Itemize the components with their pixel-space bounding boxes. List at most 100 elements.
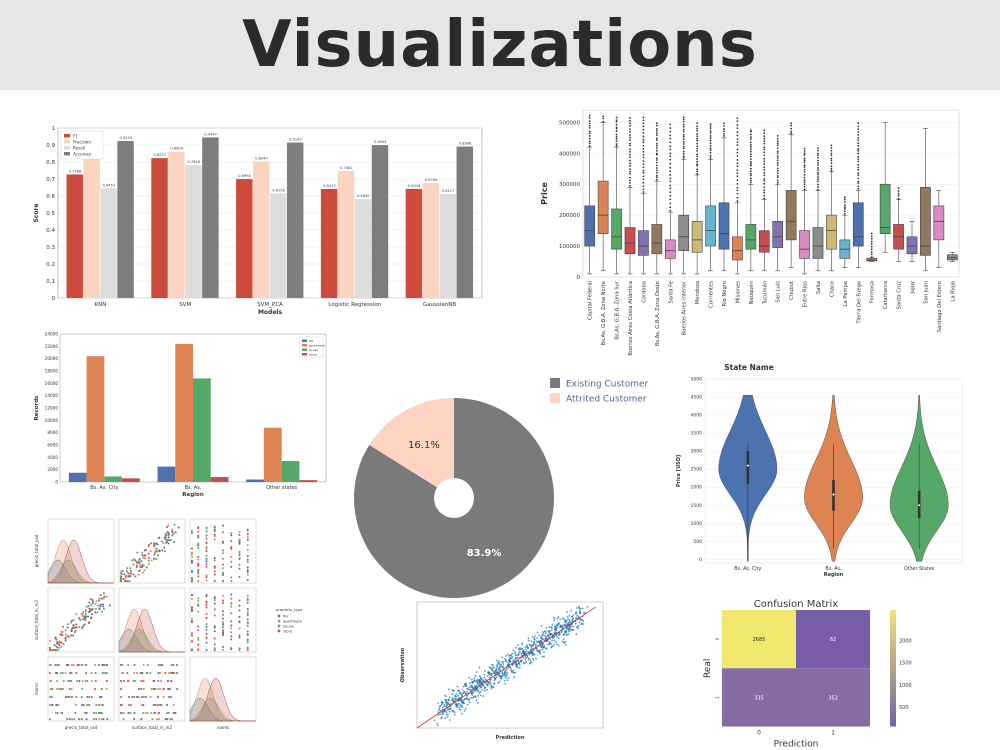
- scatter-point: [463, 690, 466, 693]
- scatter-point: [238, 634, 241, 637]
- scatter-point: [205, 534, 208, 537]
- scatter-point: [125, 575, 128, 578]
- scatter-point: [74, 704, 77, 706]
- outlier-point: [642, 156, 645, 159]
- box-22: [879, 122, 891, 253]
- outlier-point: [830, 159, 833, 162]
- scatter-point: [64, 696, 67, 698]
- scatter-point: [65, 664, 68, 666]
- outlier-point: [655, 142, 658, 145]
- scatter-point: [168, 672, 171, 674]
- outlier-point: [870, 251, 873, 253]
- outlier-point: [830, 169, 833, 172]
- scatter-point: [540, 641, 543, 643]
- scatter-point: [149, 672, 152, 674]
- outlier-point: [615, 143, 618, 145]
- outlier-point: [629, 136, 631, 139]
- scatter-point: [497, 670, 500, 673]
- scatter-point: [205, 612, 208, 615]
- outlier-point: [696, 142, 699, 145]
- outlier-point: [817, 159, 819, 162]
- scatter-point: [457, 697, 460, 700]
- outlier-point: [588, 114, 591, 117]
- scatter-point: [59, 633, 62, 636]
- scatter-point: [190, 608, 193, 611]
- scatter-point: [103, 595, 106, 598]
- scatter-point: [172, 672, 175, 674]
- scatter-point: [84, 664, 87, 666]
- scatter-point: [495, 676, 498, 679]
- scatter-point: [542, 638, 545, 641]
- outlier-point: [615, 130, 618, 133]
- scatter-point: [190, 555, 193, 558]
- outlier-point: [615, 144, 618, 147]
- scatter-point: [60, 630, 63, 633]
- bar: [286, 142, 304, 298]
- outlier-point: [870, 237, 873, 240]
- y-tick-label: 1: [715, 696, 720, 699]
- box: [745, 224, 757, 250]
- scatter-point: [100, 696, 103, 698]
- y-tick-label: 0.2: [46, 262, 55, 268]
- outlier-point: [723, 128, 725, 130]
- outlier-point: [776, 157, 779, 159]
- scatter-point: [559, 624, 562, 627]
- scatter-point: [84, 712, 87, 714]
- box-19: [839, 196, 851, 269]
- outlier-point: [857, 128, 860, 131]
- legend-label: PH: [283, 615, 288, 619]
- scatter-point: [119, 680, 122, 682]
- y-axis-label: Real: [703, 659, 713, 678]
- scatter-point: [61, 712, 64, 714]
- scatter-point: [154, 704, 157, 706]
- outlier-point: [817, 154, 819, 157]
- y-variable-label: rooms: [34, 683, 39, 695]
- outlier-point: [669, 174, 672, 176]
- scatter-point: [197, 643, 200, 646]
- scatter-point: [508, 660, 511, 662]
- outlier-point: [655, 153, 658, 156]
- outlier-point: [749, 174, 752, 177]
- y-tick-label: 0.7: [46, 177, 55, 183]
- scatter-point: [542, 632, 545, 634]
- box-3: [624, 117, 636, 275]
- scatter-point: [578, 607, 581, 610]
- y-tick-label: 300000: [559, 182, 580, 188]
- scatter-point: [460, 712, 463, 715]
- pairplot-cell: [189, 518, 257, 584]
- scatter-point: [466, 703, 469, 706]
- scatter-point: [166, 704, 169, 706]
- scatter-point: [466, 695, 469, 697]
- scatter-point: [177, 526, 180, 529]
- y-variable-label: surface_total_in_m2: [34, 600, 39, 640]
- scatter-point: [504, 658, 506, 660]
- scatter-point: [190, 649, 193, 652]
- bar: [175, 343, 193, 482]
- bar: [253, 161, 270, 298]
- scatter-point: [158, 550, 161, 553]
- outlier-point: [857, 172, 860, 175]
- outlier-point: [588, 124, 591, 127]
- scatter-point: [140, 566, 143, 569]
- scatter-point: [134, 575, 137, 578]
- outlier-point: [642, 188, 645, 191]
- y-tick-label: 200000: [559, 213, 580, 219]
- scatter-point: [230, 576, 233, 579]
- outlier-point: [629, 168, 631, 171]
- outlier-point: [682, 120, 685, 123]
- scatter-point: [144, 712, 147, 714]
- outlier-point: [642, 128, 645, 131]
- scatter-point: [246, 610, 249, 613]
- scatter-point: [541, 648, 544, 651]
- scatter-point: [437, 702, 440, 704]
- outlier-point: [857, 125, 860, 128]
- outlier-point: [763, 197, 766, 200]
- outlier-point: [843, 206, 846, 209]
- x-tick-label: Formosa: [870, 281, 876, 303]
- price-violin-chart: 0500100015002000250030003500400045005000…: [676, 377, 963, 578]
- scatter-point: [230, 532, 233, 535]
- bar: [422, 182, 440, 298]
- scatter-point: [126, 580, 129, 583]
- scatter-point: [159, 664, 162, 666]
- bar: [185, 164, 202, 298]
